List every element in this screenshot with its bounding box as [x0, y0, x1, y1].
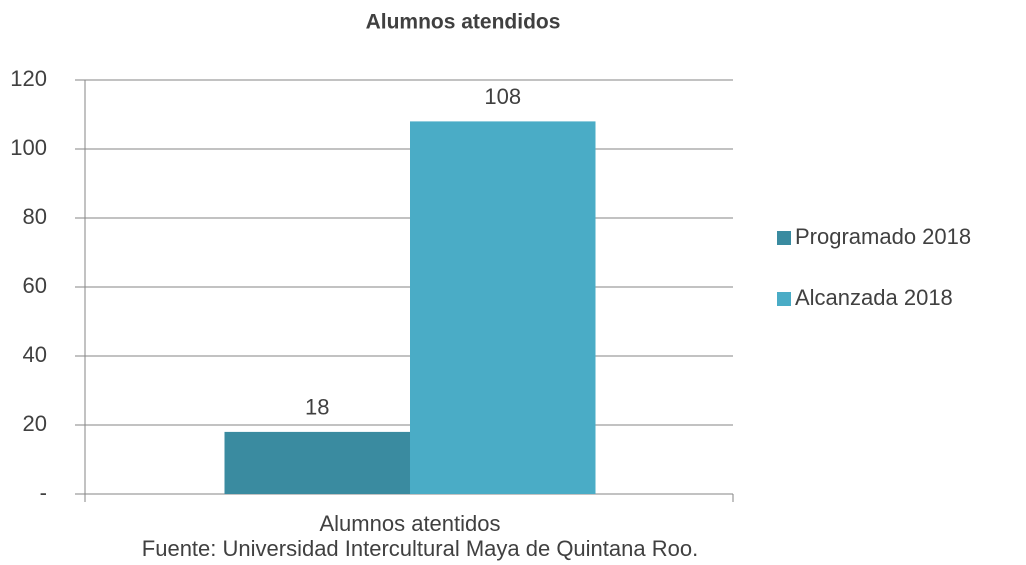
chart-title: Alumnos atendidos	[366, 11, 561, 34]
y-tick-label: 20	[23, 411, 47, 436]
y-tick-label: 40	[23, 342, 47, 367]
legend-label: Programado 2018	[795, 224, 971, 249]
legend-swatch	[777, 292, 791, 306]
y-tick-label: 100	[10, 135, 47, 160]
y-tick-label: 80	[23, 204, 47, 229]
y-tick-label: 60	[23, 273, 47, 298]
legend-label: Alcanzada 2018	[795, 285, 953, 310]
source-note: Fuente: Universidad Intercultural Maya d…	[142, 536, 698, 561]
bar	[410, 121, 596, 495]
y-tick-label: -	[40, 480, 47, 505]
legend-swatch	[777, 231, 791, 245]
data-label: 108	[484, 84, 521, 109]
x-tick-label: Alumnos atentidos	[320, 511, 501, 536]
data-label: 18	[305, 395, 329, 420]
y-tick-label: 120	[10, 66, 47, 91]
bar	[224, 431, 410, 494]
